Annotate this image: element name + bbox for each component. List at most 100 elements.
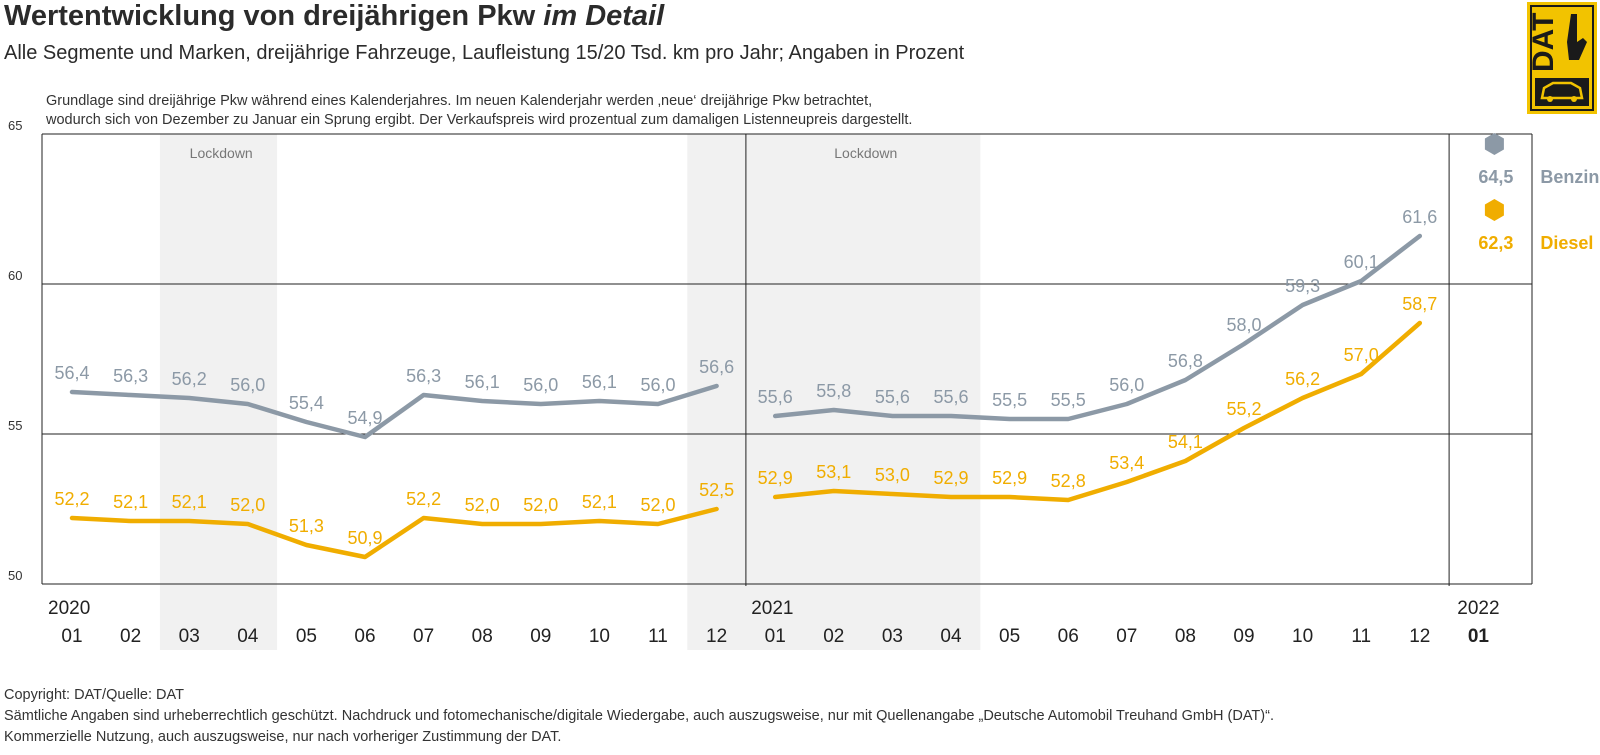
lockdown-label: Lockdown [834,145,897,161]
data-label: 58,0 [1226,315,1261,335]
legend-marker-benzin [1484,133,1504,155]
data-label: 55,5 [1051,390,1086,410]
x-tick-label: 11 [1351,626,1371,647]
data-label: 56,8 [1168,351,1203,371]
data-label: 52,8 [1051,471,1086,491]
data-label: 55,2 [1226,399,1261,419]
data-label: 52,9 [992,468,1027,488]
x-tick-label: 07 [413,626,434,647]
x-tick-label: 03 [179,626,200,647]
data-label: 60,1 [1344,252,1379,272]
x-tick-label: 03 [882,626,903,647]
chart-subtitle: Alle Segmente und Marken, dreijährige Fa… [4,42,965,64]
data-label: 53,4 [1109,453,1144,473]
legend-name: Diesel [1540,233,1593,253]
x-tick-label: 10 [589,626,610,647]
x-year-label: 2022 [1457,598,1499,619]
legend-name: Benzin [1540,167,1599,187]
data-label: 52,2 [54,489,89,509]
series-line-benzin [772,233,1423,422]
logo-text: DAT [1527,13,1560,72]
line-chart: Lockdown Lockdown 50 55 60 65 01 02 03 04 05 06 07 08… [8,118,1599,650]
data-label: 57,0 [1344,345,1379,365]
data-label: 56,6 [699,357,734,377]
data-label: 51,3 [289,516,324,536]
data-label: 56,2 [1285,369,1320,389]
x-year-label: 2020 [48,598,90,619]
data-label: 50,9 [347,528,382,548]
legend-marker-diesel [1484,199,1504,221]
chart-note: Grundlage sind dreijährige Pkw während e… [46,92,912,130]
car-wheel-icon [1571,96,1577,102]
x-tick-label: 09 [1233,626,1254,647]
x-tick-label: 08 [1175,626,1196,647]
data-label: 56,3 [406,366,441,386]
x-tick-label: 01 [61,626,82,647]
y-tick-label: 50 [8,568,22,583]
x-tick-label: 06 [354,626,375,647]
x-tick-label: 07 [1116,626,1137,647]
lockdown-label: Lockdown [190,145,253,161]
series-line-diesel [69,506,719,560]
dat-logo: DAT [1527,2,1597,114]
data-label: 53,0 [875,465,910,485]
y-tick-label: 60 [8,268,22,283]
data-label: 52,0 [640,495,675,515]
x-tick-label: 06 [1058,626,1079,647]
legend-value: 64,5 [1478,167,1513,187]
data-label: 52,0 [465,495,500,515]
data-label: 52,9 [933,468,968,488]
data-label: 52,5 [699,480,734,500]
data-label: 55,6 [758,387,793,407]
x-tick-label: 02 [120,626,141,647]
data-label: 52,1 [113,492,148,512]
x-tick-label: 04 [940,626,962,647]
lockdown-shade [159,134,278,650]
data-label: 54,1 [1168,432,1203,452]
title-main: Wertentwicklung von dreijährigen Pkw [4,0,544,32]
data-label: 52,1 [582,492,617,512]
data-label: 52,9 [758,468,793,488]
x-tick-label: 02 [823,626,844,647]
data-label: 54,9 [347,408,382,428]
x-tick-label: 11 [648,626,668,647]
y-tick-label: 65 [8,118,22,133]
data-label: 55,8 [816,381,851,401]
x-tick-label: 05 [999,626,1020,647]
note-line-1: Grundlage sind dreijährige Pkw während e… [46,93,873,109]
data-label: 56,0 [523,375,558,395]
legal-text-line-2: Kommerzielle Nutzung, auch auszugsweise,… [4,729,562,745]
data-label: 55,5 [992,390,1027,410]
data-label: 52,2 [406,489,441,509]
x-tick-label: 12 [1409,626,1430,647]
x-tick-label: 10 [1292,626,1313,647]
data-label: 56,0 [230,375,265,395]
x-tick-label: 08 [472,626,493,647]
series-line-diesel [772,320,1423,503]
title-emphasis: im Detail [543,0,665,32]
data-label: 53,1 [816,462,851,482]
x-tick-label: 01 [765,626,786,647]
car-icon [1540,81,1584,100]
legend-value: 62,3 [1478,233,1513,253]
logo-frame [1530,5,1594,111]
series-line-benzin [69,383,719,440]
data-label: 59,3 [1285,276,1320,296]
data-label: 56,1 [465,372,500,392]
x-year-label: 2021 [751,598,793,619]
data-label: 52,0 [230,495,265,515]
data-label: 58,7 [1402,294,1437,314]
data-label: 55,4 [289,393,324,413]
data-label: 52,1 [172,492,207,512]
data-label: 56,0 [640,375,675,395]
data-label: 56,0 [1109,375,1144,395]
data-label: 56,2 [172,369,207,389]
data-label: 55,6 [875,387,910,407]
data-label: 55,6 [933,387,968,407]
hand-icon [1567,14,1587,60]
x-tick-label: 12 [706,626,727,647]
y-tick-label: 55 [8,418,22,433]
x-tick-label: 05 [296,626,317,647]
data-label: 56,1 [582,372,617,392]
copyright-text: Copyright: DAT/Quelle: DAT [4,687,184,703]
